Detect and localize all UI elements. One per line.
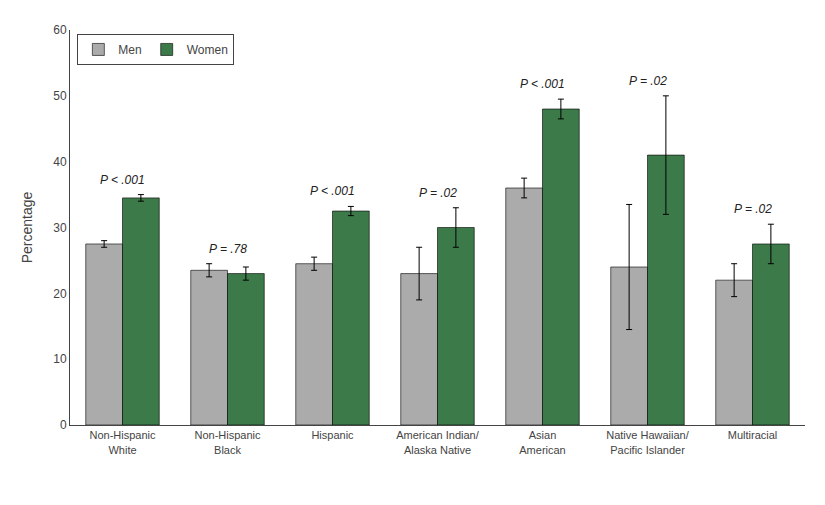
svg-text:Hispanic: Hispanic	[311, 429, 354, 441]
svg-text:P < .001: P < .001	[100, 173, 145, 187]
svg-text:P = .02: P = .02	[734, 202, 772, 216]
svg-text:50: 50	[53, 89, 67, 103]
svg-text:Percentage: Percentage	[19, 191, 35, 263]
svg-text:P = .02: P = .02	[419, 186, 457, 200]
svg-text:Multiracial: Multiracial	[728, 429, 778, 441]
svg-text:Native Hawaiian/Pacific Island: Native Hawaiian/Pacific Islander	[606, 429, 689, 455]
svg-text:P < .001: P < .001	[520, 77, 565, 91]
svg-text:AsianAmerican: AsianAmerican	[519, 429, 565, 455]
svg-text:0: 0	[60, 418, 67, 432]
svg-text:10: 10	[53, 352, 67, 366]
svg-text:40: 40	[53, 155, 67, 169]
svg-text:Women: Women	[187, 43, 228, 57]
svg-text:Non-HispanicBlack: Non-HispanicBlack	[194, 429, 261, 455]
svg-text:P = .78: P = .78	[209, 242, 247, 256]
svg-text:P = .02: P = .02	[629, 74, 667, 88]
svg-text:20: 20	[53, 287, 67, 301]
svg-text:Men: Men	[118, 43, 141, 57]
svg-text:60: 60	[53, 23, 67, 37]
svg-text:30: 30	[53, 221, 67, 235]
svg-text:American Indian/Alaska Native: American Indian/Alaska Native	[396, 429, 479, 455]
svg-text:Non-HispanicWhite: Non-HispanicWhite	[89, 429, 156, 455]
svg-text:P < .001: P < .001	[310, 184, 355, 198]
